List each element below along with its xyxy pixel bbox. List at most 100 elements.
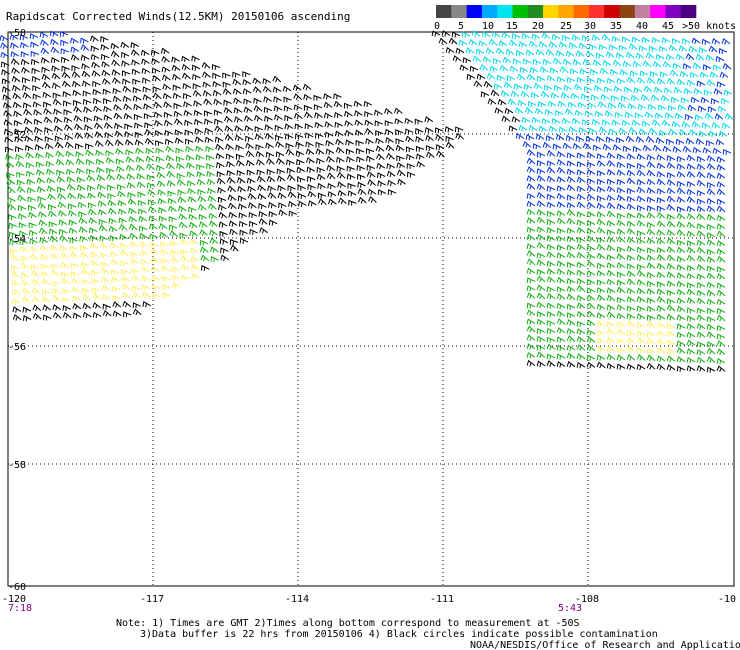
wind-barb: [696, 171, 706, 178]
wind-barb: [201, 61, 211, 69]
wind-barb: [60, 56, 70, 63]
wind-barb: [576, 243, 586, 251]
wind-barb: [471, 30, 481, 37]
wind-barb: [662, 145, 672, 153]
wind-barb: [546, 319, 556, 327]
wind-barb: [634, 112, 644, 119]
wind-barb: [222, 81, 231, 88]
wind-barb: [646, 320, 656, 328]
wind-barb: [581, 35, 591, 42]
lon-label-120: -120: [2, 594, 26, 605]
wind-barb: [102, 78, 111, 85]
wind-barb: [246, 159, 255, 167]
wind-barb: [591, 118, 601, 126]
wind-barb: [286, 159, 295, 166]
wind-barb: [577, 101, 587, 109]
wind-barb: [455, 47, 465, 55]
wind-barb: [596, 320, 606, 328]
wind-barb: [608, 128, 618, 135]
wind-barb: [586, 287, 596, 294]
legend-label-15: 15: [506, 21, 518, 32]
wind-barb: [189, 230, 198, 237]
wind-barb: [526, 325, 536, 333]
wind-barb: [167, 190, 176, 197]
wind-barb: [696, 331, 706, 338]
wind-barb: [35, 152, 44, 159]
wind-barb: [82, 311, 92, 319]
wind-barb: [78, 211, 87, 218]
wind-barb: [228, 202, 237, 210]
wind-barb: [198, 214, 208, 221]
wind-barb: [646, 178, 656, 186]
wind-barb: [552, 57, 562, 65]
wind-barb: [143, 103, 152, 110]
wind-barb: [424, 127, 434, 134]
wind-barb: [666, 298, 676, 305]
wind-barb: [435, 144, 445, 151]
wind-barb: [586, 260, 596, 268]
wind-barb: [666, 178, 676, 186]
wind-barb: [136, 164, 145, 171]
wind-barb: [99, 241, 109, 249]
wind-barb: [46, 185, 56, 192]
wind-barb: [232, 71, 241, 78]
wind-barb: [338, 197, 347, 205]
wind-barb: [566, 352, 576, 360]
wind-barb: [586, 294, 596, 301]
wind-barb: [120, 51, 130, 58]
wind-barb: [566, 269, 576, 276]
wind-barb: [40, 270, 50, 278]
wind-barb: [716, 266, 726, 273]
wind-barb: [199, 239, 209, 246]
wind-barb: [62, 305, 72, 312]
wind-barb: [151, 275, 160, 282]
wind-barb: [223, 106, 233, 114]
wind-barb: [258, 218, 268, 225]
wind-barb: [108, 217, 118, 224]
wind-barb: [276, 175, 286, 182]
wind-barb: [656, 288, 666, 295]
wind-barb: [122, 95, 132, 102]
wind-barb: [481, 30, 491, 38]
wind-barb: [214, 136, 224, 143]
wind-barb: [120, 41, 130, 49]
wind-barb: [556, 210, 566, 217]
wind-barb: [5, 161, 15, 168]
lon-label-114: -114: [285, 594, 309, 605]
wind-barb: [646, 271, 656, 279]
wind-barb: [721, 37, 731, 45]
wind-barb: [23, 117, 33, 125]
wind-barb: [426, 151, 435, 159]
wind-barb: [246, 177, 256, 184]
wind-barb: [144, 137, 154, 145]
wind-barb: [199, 229, 208, 236]
wind-barb: [544, 109, 554, 116]
wind-barb: [318, 198, 327, 206]
wind-barb: [245, 135, 254, 142]
wind-barb: [619, 69, 629, 76]
wind-barb: [649, 71, 659, 78]
wind-barb: [146, 174, 155, 181]
wind-barb: [546, 286, 556, 293]
wind-barb: [266, 168, 276, 175]
wind-barb: [455, 132, 464, 140]
wind-barb: [170, 265, 180, 273]
wind-barb: [614, 111, 624, 119]
wind-barb: [103, 105, 112, 113]
wind-barb: [528, 124, 538, 132]
wind-barb: [526, 277, 536, 284]
wind-barb: [43, 101, 52, 108]
wind-barb: [616, 262, 626, 269]
wind-barb: [586, 185, 596, 192]
wind-barb: [546, 260, 556, 267]
legend-swatch: [604, 5, 620, 18]
wind-barb: [646, 314, 656, 321]
wind-barb: [1, 78, 11, 85]
wind-barb: [94, 122, 103, 130]
wind-barb: [596, 279, 606, 286]
wind-barb: [304, 123, 314, 130]
wind-barb: [202, 71, 211, 78]
wind-barb: [444, 126, 454, 133]
wind-barb: [676, 264, 686, 271]
wind-barb: [283, 96, 292, 103]
